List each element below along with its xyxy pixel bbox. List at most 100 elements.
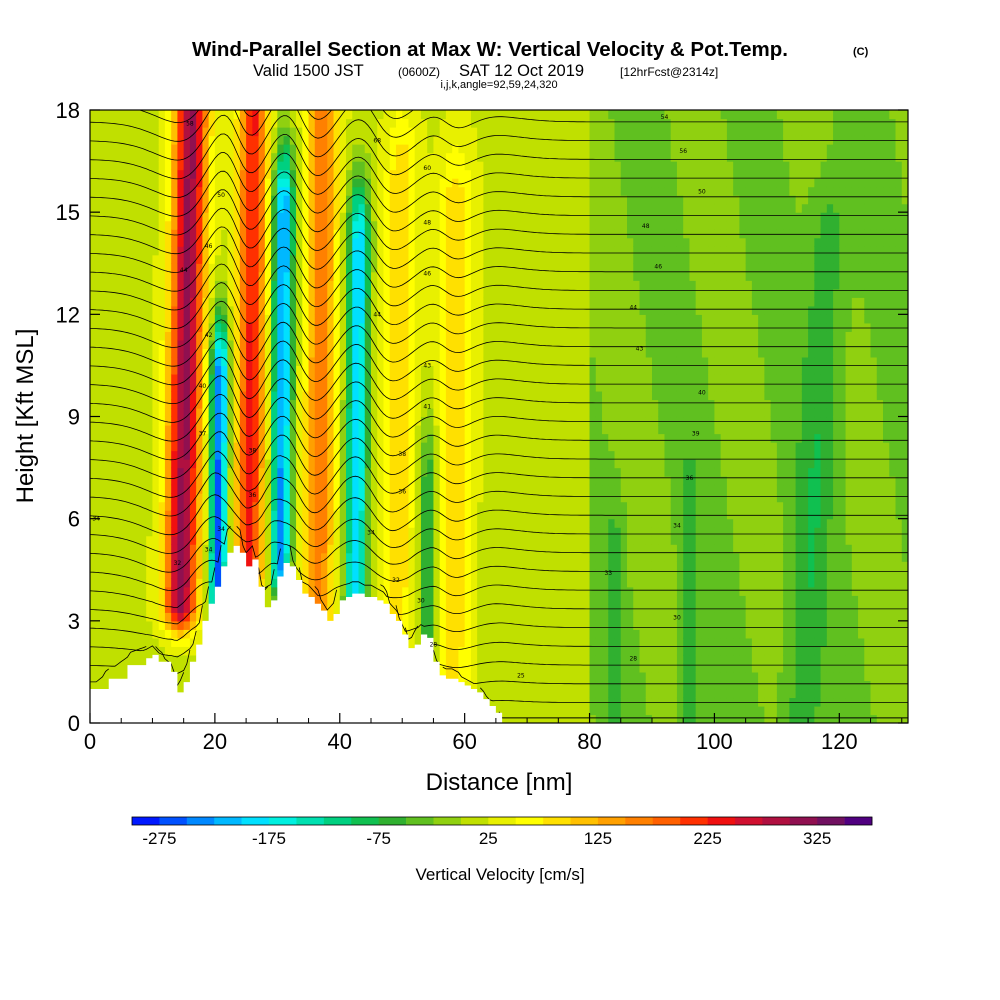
w-cell [189, 305, 197, 315]
w-cell [495, 654, 503, 664]
w-cell [127, 288, 135, 298]
w-cell [458, 169, 466, 179]
w-cell [139, 433, 147, 443]
w-cell [370, 450, 378, 460]
w-cell [502, 135, 509, 145]
w-cell [439, 297, 447, 307]
w-cell [283, 535, 291, 545]
w-cell [321, 416, 328, 426]
w-cell [177, 629, 185, 639]
w-cell [114, 407, 122, 418]
w-cell [139, 288, 147, 298]
w-cell [108, 484, 116, 494]
w-cell [96, 407, 104, 418]
w-cell [171, 135, 179, 145]
w-cell [202, 322, 210, 332]
w-cell [395, 595, 403, 605]
w-cell [277, 433, 285, 443]
w-cell [302, 433, 310, 443]
w-cell [383, 271, 391, 281]
w-cell [202, 288, 210, 298]
w-cell [395, 322, 403, 332]
w-cell [214, 254, 222, 264]
w-cell [489, 144, 497, 154]
w-cell [420, 544, 428, 554]
w-cell [214, 552, 222, 562]
w-cell [90, 476, 97, 486]
w-cell [489, 671, 497, 682]
w-cell [489, 110, 497, 120]
w-cell [277, 510, 285, 520]
w-cell [239, 407, 247, 418]
w-cell [514, 450, 522, 460]
w-cell [146, 144, 154, 154]
w-cell [495, 527, 503, 537]
w-cell [395, 399, 403, 409]
w-cell [352, 407, 360, 418]
w-cell [158, 118, 166, 128]
w-cell [127, 356, 135, 367]
w-cell [221, 518, 228, 528]
w-cell [183, 459, 191, 469]
w-cell [377, 263, 385, 273]
w-cell [96, 356, 104, 367]
w-cell [164, 501, 172, 511]
w-cell [127, 127, 135, 137]
w-cell [352, 578, 360, 588]
w-cell [246, 271, 253, 281]
w-cell [264, 586, 272, 596]
w-cell [196, 110, 203, 120]
w-cell [333, 552, 341, 562]
w-cell [283, 110, 291, 120]
w-cell [433, 595, 441, 605]
w-cell [502, 229, 509, 239]
w-cell [308, 407, 316, 418]
w-cell [121, 254, 129, 264]
w-cell [495, 450, 503, 460]
w-cell [364, 527, 372, 537]
w-cell [108, 186, 116, 196]
w-cell [252, 535, 260, 545]
w-cell [333, 535, 341, 545]
w-cell [339, 501, 347, 511]
w-cell [308, 178, 316, 188]
w-cell [139, 450, 147, 460]
w-cell [139, 135, 147, 145]
w-cell [389, 331, 397, 341]
w-cell [221, 493, 228, 503]
w-cell [277, 348, 285, 358]
w-cell [427, 612, 435, 622]
w-cell [171, 212, 179, 222]
w-cell [277, 484, 285, 494]
w-cell [271, 263, 278, 273]
w-cell [139, 442, 147, 452]
w-cell [520, 552, 528, 562]
w-cell [252, 510, 260, 520]
w-cell [514, 399, 522, 409]
w-cell [383, 331, 391, 341]
w-cell [283, 263, 291, 273]
w-cell [296, 144, 303, 154]
w-cell [221, 365, 228, 375]
w-cell [108, 620, 116, 630]
w-cell [514, 288, 522, 298]
w-cell [414, 535, 422, 545]
w-cell [327, 169, 335, 179]
w-cell [102, 220, 110, 230]
w-cell [346, 425, 353, 435]
w-cell [252, 518, 260, 528]
w-cell [308, 586, 316, 596]
w-cell [414, 127, 422, 137]
w-cell [389, 305, 397, 315]
w-cell [102, 544, 110, 554]
w-cell [296, 118, 303, 128]
w-cell [152, 365, 160, 375]
w-cell [389, 144, 397, 154]
w-cell [477, 544, 484, 554]
w-cell [433, 629, 441, 639]
w-cell [495, 620, 503, 630]
w-cell [114, 484, 122, 494]
w-cell [271, 314, 278, 324]
w-cell [420, 433, 428, 443]
w-cell [514, 416, 522, 426]
